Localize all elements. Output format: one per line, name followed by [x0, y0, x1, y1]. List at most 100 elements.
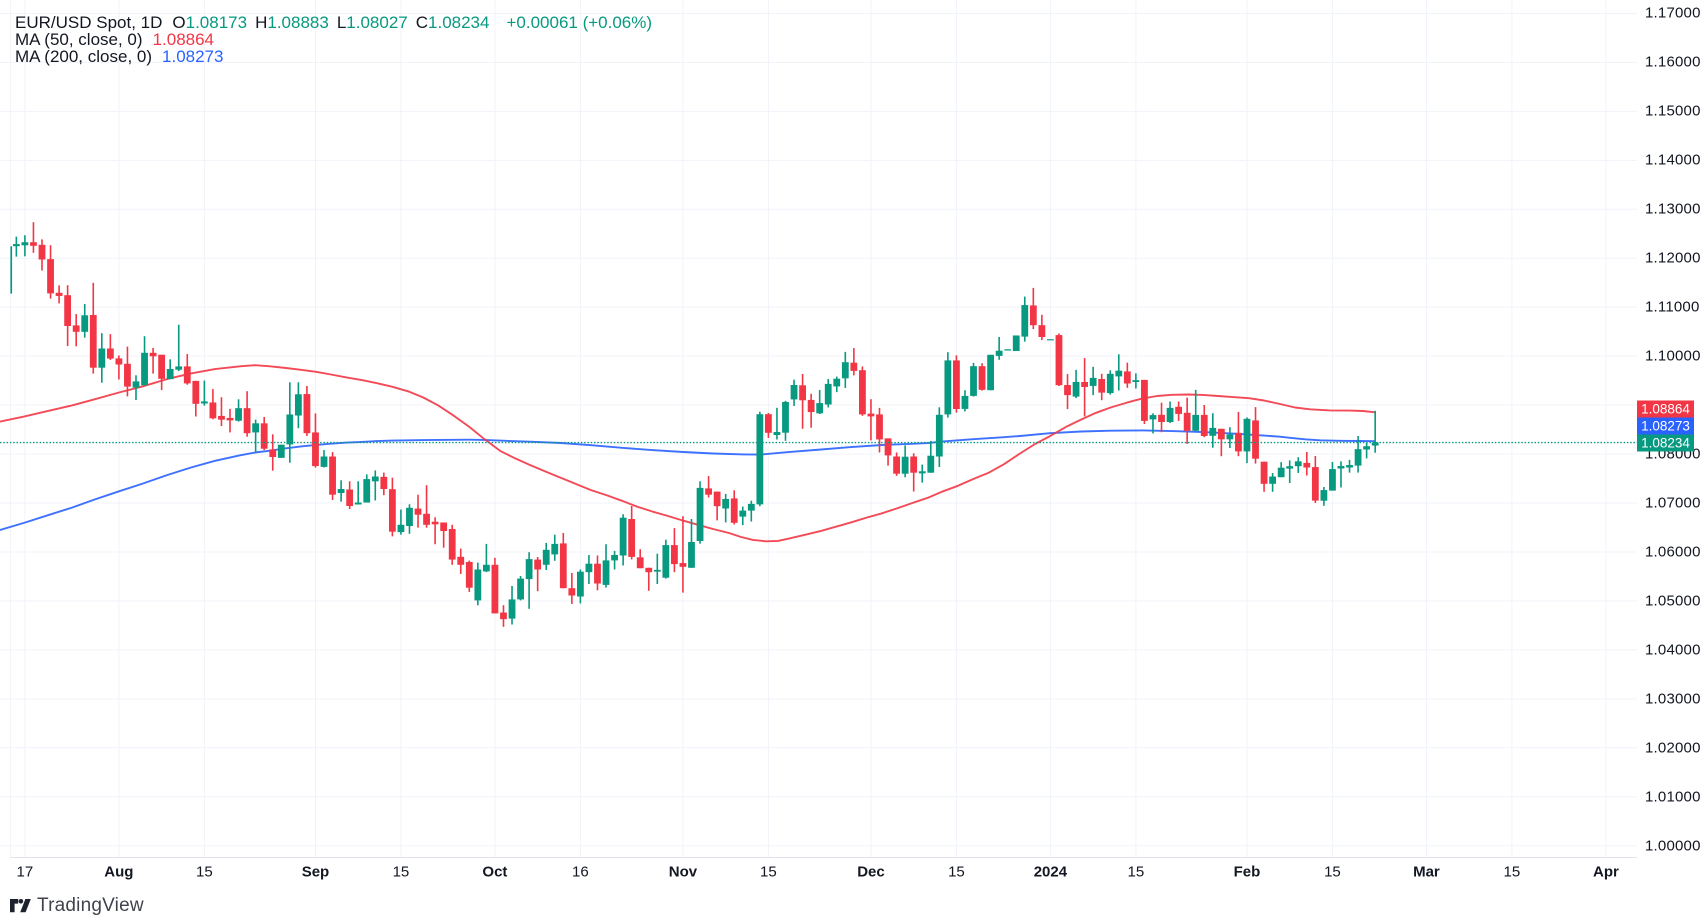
candle-2023-11-22[interactable] [807, 393, 815, 428]
candle-2023-09-06[interactable] [337, 480, 345, 502]
symbol-title[interactable]: EUR/USD Spot, 1D [15, 13, 163, 32]
candle-2023-07-20[interactable] [47, 245, 54, 299]
candle-2023-12-20[interactable] [978, 363, 986, 391]
candle-2023-11-29[interactable] [850, 348, 858, 376]
candle-2023-09-25[interactable] [448, 524, 456, 565]
candle-2023-12-05[interactable] [884, 438, 892, 466]
candle-2023-11-02[interactable] [688, 519, 695, 568]
candle-2024-02-16[interactable] [1337, 461, 1345, 488]
ma50-label[interactable]: MA (50, close, 0) [15, 30, 143, 49]
candle-2023-08-01[interactable] [115, 355, 123, 380]
candle-2023-09-19[interactable] [414, 494, 422, 528]
candle-2024-02-22[interactable] [1371, 410, 1379, 453]
candle-2023-10-11[interactable] [551, 534, 559, 561]
candle-2023-10-16[interactable] [576, 569, 584, 604]
candle-2023-12-18[interactable] [961, 390, 969, 412]
candle-2023-11-16[interactable] [773, 407, 781, 440]
candle-2023-10-23[interactable] [619, 514, 627, 566]
candle-2023-12-27[interactable] [1021, 296, 1029, 342]
ma200-label[interactable]: MA (200, close, 0) [15, 47, 153, 66]
candle-2023-10-03[interactable] [500, 605, 507, 627]
candle-2023-11-20[interactable] [790, 379, 798, 406]
candle-2023-10-12[interactable] [559, 533, 567, 589]
candle-2023-07-14[interactable] [12, 236, 20, 257]
candle-2023-08-03[interactable] [132, 375, 140, 401]
candle-2023-11-15[interactable] [765, 412, 772, 438]
candle-2023-08-04[interactable] [141, 336, 148, 386]
candle-2024-01-03[interactable] [1064, 374, 1071, 410]
candle-2023-09-13[interactable] [380, 472, 388, 496]
candle-2024-01-18[interactable] [1158, 402, 1165, 433]
candle-2024-02-19[interactable] [1346, 459, 1353, 473]
candle-2023-07-24[interactable] [64, 285, 72, 347]
candle-2024-02-06[interactable] [1269, 472, 1277, 492]
candle-2023-08-29[interactable] [286, 382, 294, 463]
candle-2024-01-04[interactable] [1072, 369, 1080, 399]
candle-2023-08-28[interactable] [277, 444, 285, 458]
candle-2023-07-28[interactable] [98, 333, 106, 383]
candle-2023-10-04[interactable] [508, 585, 516, 625]
candle-2023-08-21[interactable] [235, 399, 242, 422]
candle-2023-12-21[interactable] [987, 354, 994, 391]
candle-2023-10-24[interactable] [628, 505, 636, 560]
candle-2023-12-19[interactable] [970, 362, 977, 397]
candle-2023-11-10[interactable] [739, 506, 747, 526]
candle-2023-07-18[interactable] [30, 222, 37, 253]
candle-2023-10-06[interactable] [525, 552, 533, 609]
candle-2024-02-08[interactable] [1286, 460, 1294, 483]
candle-2023-11-01[interactable] [679, 516, 687, 593]
candle-2023-11-24[interactable] [824, 379, 832, 408]
candle-2023-08-25[interactable] [269, 434, 277, 471]
candle-2023-08-10[interactable] [175, 324, 183, 372]
price-axis[interactable]: 1.17000 1.16000 1.15000 1.14000 1.13000 1.120… [1637, 0, 1706, 858]
candle-2024-01-24[interactable] [1192, 389, 1200, 432]
candle-2023-10-27[interactable] [653, 553, 661, 584]
candle-2023-11-08[interactable] [722, 493, 730, 523]
candle-2024-01-11[interactable] [1115, 354, 1123, 391]
candle-2024-01-05[interactable] [1081, 358, 1089, 417]
candle-2023-12-13[interactable] [935, 407, 943, 467]
candle-2023-09-11[interactable] [363, 474, 371, 503]
candle-2023-10-10[interactable] [542, 542, 550, 570]
candle-2024-01-31[interactable] [1235, 411, 1242, 457]
candle-2023-09-28[interactable] [474, 562, 482, 606]
candle-2023-07-13[interactable] [10, 246, 13, 294]
candle-2024-01-02[interactable] [1055, 333, 1063, 387]
candle-2023-12-11[interactable] [918, 464, 926, 483]
candle-2023-10-13[interactable] [568, 573, 576, 604]
candle-2023-08-09[interactable] [166, 359, 174, 380]
candle-2024-02-14[interactable] [1320, 486, 1328, 506]
candle-2023-08-22[interactable] [243, 391, 251, 437]
candle-2024-01-16[interactable] [1141, 379, 1148, 424]
candle-2023-12-01[interactable] [867, 399, 875, 441]
candle-2024-01-25[interactable] [1200, 404, 1208, 438]
candle-2023-10-19[interactable] [602, 544, 610, 588]
candle-2023-09-12[interactable] [371, 470, 379, 501]
candle-2024-02-09[interactable] [1294, 457, 1302, 473]
candle-2023-10-18[interactable] [594, 555, 601, 591]
candle-2023-07-21[interactable] [55, 285, 63, 304]
candle-2024-02-01[interactable] [1243, 417, 1251, 464]
candle-2023-12-07[interactable] [901, 445, 909, 478]
candle-2024-02-20[interactable] [1354, 435, 1362, 473]
candle-2023-08-15[interactable] [200, 380, 208, 406]
candle-2023-11-21[interactable] [799, 374, 806, 429]
candle-2023-11-07[interactable] [713, 491, 721, 521]
candle-2024-02-15[interactable] [1329, 461, 1336, 491]
candle-2023-09-26[interactable] [457, 548, 465, 574]
candle-2023-12-14[interactable] [944, 352, 952, 418]
candle-2023-11-17[interactable] [782, 400, 789, 441]
candle-2023-08-16[interactable] [209, 389, 217, 420]
candle-2023-10-26[interactable] [645, 567, 653, 591]
candle-2023-07-27[interactable] [89, 282, 97, 374]
candle-2023-07-19[interactable] [38, 239, 46, 271]
candle-2023-08-23[interactable] [252, 419, 260, 453]
candle-2023-09-14[interactable] [388, 477, 396, 537]
candle-2023-09-27[interactable] [465, 560, 473, 592]
candle-2023-11-14[interactable] [756, 411, 764, 507]
candle-2024-01-17[interactable] [1149, 413, 1157, 434]
candle-2023-09-18[interactable] [406, 504, 413, 534]
candle-2024-01-26[interactable] [1209, 413, 1217, 448]
candle-2023-09-04[interactable] [320, 450, 328, 468]
